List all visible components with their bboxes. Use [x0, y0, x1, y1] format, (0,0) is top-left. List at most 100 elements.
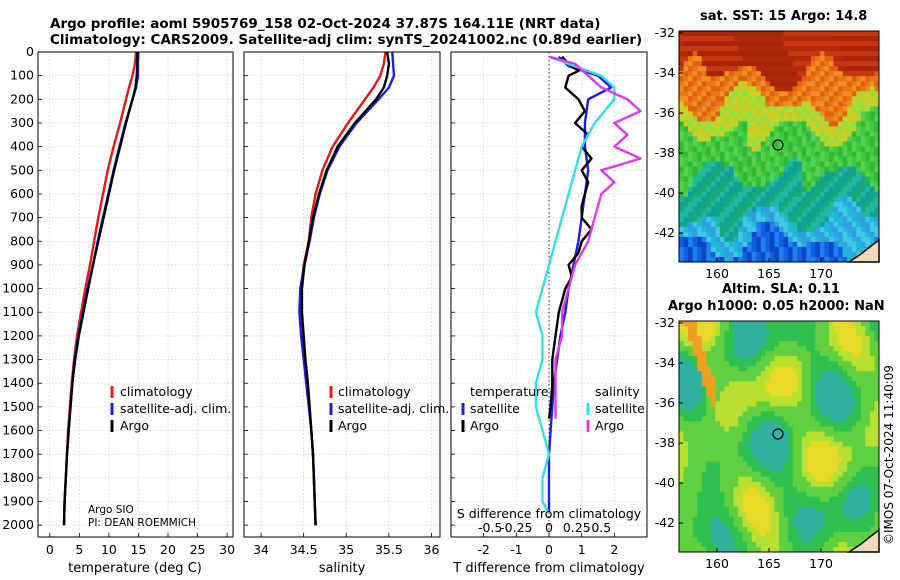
map-cell	[806, 351, 812, 357]
map-cell	[738, 56, 744, 62]
map-cell	[719, 516, 725, 523]
map-cell	[697, 51, 703, 57]
map-cell	[701, 61, 707, 67]
map-cell	[765, 456, 771, 463]
map-cell	[756, 166, 762, 173]
map-cell	[692, 396, 698, 402]
map-cell	[842, 81, 848, 87]
map-cell	[756, 171, 762, 178]
map-cell	[779, 196, 784, 203]
map-cell	[810, 326, 816, 332]
map-cell	[842, 41, 848, 47]
map-cell	[815, 486, 821, 493]
map-cell	[788, 126, 794, 132]
map-cell	[756, 336, 762, 342]
map-cell	[779, 391, 784, 397]
map-cell	[869, 481, 875, 488]
map-cell	[765, 221, 771, 228]
map-cell	[733, 66, 739, 72]
map-cell	[688, 411, 694, 417]
map-cell	[692, 96, 698, 102]
map-cell	[765, 136, 771, 142]
map-cell	[838, 496, 844, 503]
map-cell	[719, 166, 725, 173]
map-cell	[733, 236, 739, 243]
map-cell	[715, 406, 721, 412]
map-cell	[715, 141, 721, 147]
map-cell	[779, 111, 784, 117]
map-cell	[701, 201, 707, 208]
map-cell	[692, 56, 698, 62]
map-cell	[692, 346, 698, 352]
map-cell	[842, 426, 848, 432]
map-cell	[760, 236, 766, 243]
map-cell	[779, 451, 784, 457]
map-cell	[792, 31, 798, 37]
map-cell	[810, 416, 816, 422]
map-cell	[824, 421, 830, 427]
map-cell	[869, 231, 875, 238]
map-cell	[688, 256, 694, 263]
map-cell	[733, 371, 739, 377]
map-cell	[819, 86, 825, 92]
map-cell	[751, 346, 757, 352]
map-cell	[769, 336, 775, 342]
map-cell	[801, 446, 807, 452]
map-cell	[842, 536, 848, 543]
map-cell	[701, 386, 707, 392]
map-cell	[738, 371, 744, 377]
map-cell	[747, 161, 753, 167]
map-cell	[747, 396, 753, 402]
map-cell	[756, 391, 762, 397]
map-cell	[697, 71, 703, 77]
map-cell	[724, 81, 730, 87]
map-cell	[774, 391, 780, 397]
map-cell	[842, 336, 848, 342]
map-cell	[865, 441, 871, 447]
map-cell	[851, 106, 857, 112]
map-cell	[783, 181, 789, 188]
map-cell	[765, 366, 771, 372]
map-cell	[797, 211, 803, 218]
map-cell	[724, 106, 730, 112]
map-cell	[842, 451, 848, 457]
map-cell	[797, 411, 803, 417]
map-cell	[797, 186, 803, 193]
map-cell	[756, 241, 762, 248]
map-cell	[829, 421, 834, 427]
map-cell	[779, 401, 784, 407]
map-cell	[719, 231, 725, 238]
map-cell	[874, 356, 880, 362]
map-cell	[851, 181, 857, 188]
map-cell	[751, 141, 757, 147]
map-cell	[697, 411, 703, 417]
map-cell	[751, 371, 757, 377]
map-cell	[774, 91, 780, 97]
map-cell	[806, 251, 812, 258]
map-cell	[860, 321, 866, 327]
map-cell	[842, 326, 848, 332]
map-cell	[724, 231, 730, 238]
map-cell	[760, 121, 766, 127]
map-cell	[842, 146, 848, 152]
map-cell	[733, 256, 739, 263]
map-cell	[724, 86, 730, 92]
map-cell	[765, 116, 771, 122]
map-cell	[869, 486, 875, 493]
map-cell	[869, 386, 875, 392]
map-cell	[760, 171, 766, 178]
map-cell	[747, 546, 753, 553]
map-cell	[747, 46, 753, 52]
y-tick-label: 0	[26, 44, 34, 59]
map-cell	[729, 491, 734, 498]
map-cell	[779, 101, 784, 107]
map-cell	[779, 421, 784, 427]
map-cell	[788, 41, 794, 47]
map-cell	[806, 526, 812, 533]
map-cell	[683, 411, 689, 417]
map-cell	[783, 166, 789, 173]
map-cell	[869, 81, 875, 87]
map-cell	[710, 521, 716, 528]
map-cell	[783, 201, 789, 208]
map-cell	[688, 151, 694, 157]
